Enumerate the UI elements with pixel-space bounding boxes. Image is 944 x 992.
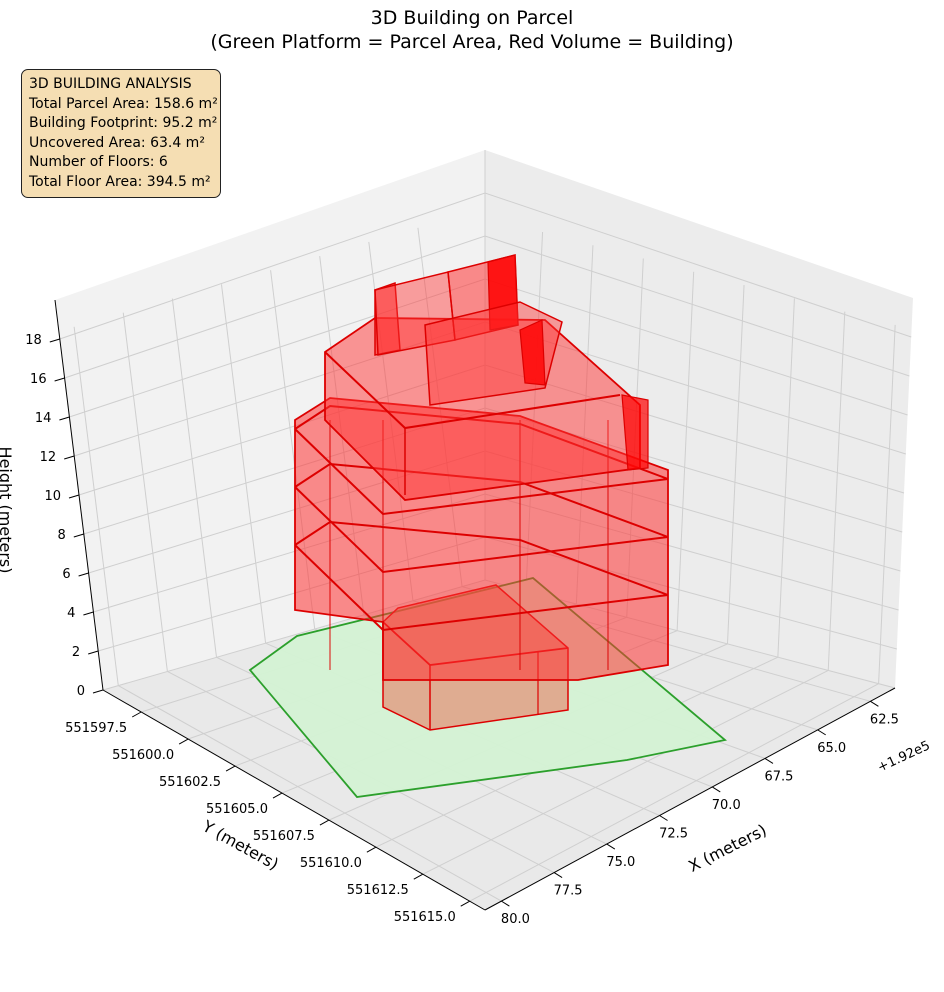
z-tick-mark	[83, 611, 94, 616]
z-axis-label: Height (meters)	[0, 447, 15, 574]
info-line-parcel-area: Total Parcel Area: 158.6 m²	[29, 95, 218, 112]
z-tick-mark	[68, 494, 80, 499]
z-tick-mark	[59, 416, 70, 421]
x-tick-label: 72.5	[659, 826, 688, 841]
x-tick-mark	[817, 729, 826, 736]
y-tick-label: 551605.0	[206, 802, 268, 817]
x-tick-label: 62.5	[870, 712, 899, 727]
y-tick-mark	[460, 900, 470, 907]
info-line-uncovered: Uncovered Area: 63.4 m²	[29, 134, 205, 151]
x-tick-mark	[606, 843, 616, 850]
info-box: 3D BUILDING ANALYSIS Total Parcel Area: …	[21, 69, 221, 198]
y-gridline-floor	[469, 683, 879, 902]
y-tick-label: 551607.5	[253, 829, 315, 844]
y-axis-label: Y (meters)	[199, 816, 282, 874]
building-mid-pillar	[519, 319, 546, 386]
z-tick-mark	[64, 455, 75, 460]
z-tick-mark	[92, 689, 104, 694]
y-tick-mark	[225, 765, 236, 772]
y-tick-mark	[413, 873, 424, 880]
x-tick-mark	[501, 900, 510, 907]
x-gridline-floor	[118, 685, 502, 902]
chart-title-main: 3D Building on Parcel	[370, 7, 574, 29]
chart-subtitle: (Green Platform = Parcel Area, Red Volum…	[210, 31, 734, 53]
x-gridline-wall	[171, 298, 218, 658]
y-tick-mark	[131, 711, 142, 718]
x-tick-label: 65.0	[817, 741, 846, 756]
x-tick-label: 80.0	[501, 912, 530, 927]
z-tick-label: 8	[58, 528, 66, 543]
y-tick-label: 551600.0	[112, 748, 174, 763]
y-gridline-wall	[726, 285, 745, 644]
y-tick-label: 551597.5	[65, 721, 127, 736]
z-tick-label: 4	[67, 606, 75, 621]
z-tick-mark	[73, 533, 84, 538]
chart-title: 3D Building on Parcel (Green Platform = …	[0, 6, 944, 54]
z-tick-label: 12	[40, 450, 57, 465]
y-tick-mark	[366, 846, 377, 853]
z-tick-label: 14	[35, 411, 52, 426]
y-axis-line	[102, 689, 486, 911]
z-tick-mark	[88, 650, 99, 655]
y-gridline-wall	[878, 324, 896, 684]
y-gridline-wall	[777, 298, 795, 658]
x-tick-label: 67.5	[764, 769, 793, 784]
y-gridline-floor	[422, 669, 829, 875]
x-gridline-wall	[73, 326, 119, 686]
tick-labels: 0 2 4 6 8 10 12 14 16 18 62.5 65.0 67.5 70.0 72.5 75.0 7…	[25, 333, 899, 927]
y-tick-mark	[178, 738, 189, 745]
info-box-title: 3D BUILDING ANALYSIS	[29, 76, 192, 92]
z-tick-mark	[78, 572, 89, 577]
axes	[49, 299, 896, 911]
info-line-floors: Number of Floors: 6	[29, 154, 168, 170]
y-tick-label: 551615.0	[394, 910, 456, 925]
x-gridline-wall	[122, 312, 168, 672]
y-gridline-wall	[676, 271, 695, 631]
building-layer	[294, 254, 669, 731]
x-gridline-wall	[220, 284, 267, 644]
z-tick-mark	[54, 377, 65, 382]
x-offset-label: +1.92e5	[875, 738, 932, 775]
x-tick-mark	[870, 700, 879, 707]
y-tick-mark	[319, 819, 330, 826]
x-tick-mark	[553, 872, 563, 879]
y-tick-label: 551602.5	[159, 775, 221, 790]
x-tick-label: 77.5	[554, 884, 583, 899]
x-tick-mark	[711, 786, 721, 793]
info-line-footprint: Building Footprint: 95.2 m²	[29, 115, 218, 131]
x-tick-label: 70.0	[712, 798, 741, 813]
z-tick-label: 16	[30, 372, 47, 387]
z-tick-label: 18	[25, 333, 42, 348]
z-tick-label: 2	[72, 645, 80, 660]
y-gridline-wall	[827, 311, 846, 671]
y-tick-mark	[272, 792, 283, 799]
z-axis-line	[54, 299, 104, 691]
building-side-pillar	[621, 394, 649, 471]
x-axis-line	[484, 687, 896, 911]
x-tick-label: 75.0	[606, 855, 635, 870]
z-tick-label: 6	[62, 567, 70, 582]
z-tick-label: 0	[77, 684, 85, 699]
building-top-pillar	[487, 254, 519, 331]
building-floor-slab-back	[294, 520, 669, 596]
x-tick-mark	[764, 757, 774, 764]
z-tick-label: 10	[44, 489, 61, 504]
y-tick-label: 551612.5	[347, 883, 409, 898]
y-tick-label: 551610.0	[300, 856, 362, 871]
info-line-floor-area: Total Floor Area: 394.5 m²	[29, 173, 211, 190]
x-tick-mark	[659, 815, 668, 821]
x-axis-label: X (meters)	[685, 820, 769, 876]
z-tick-mark	[49, 338, 60, 343]
